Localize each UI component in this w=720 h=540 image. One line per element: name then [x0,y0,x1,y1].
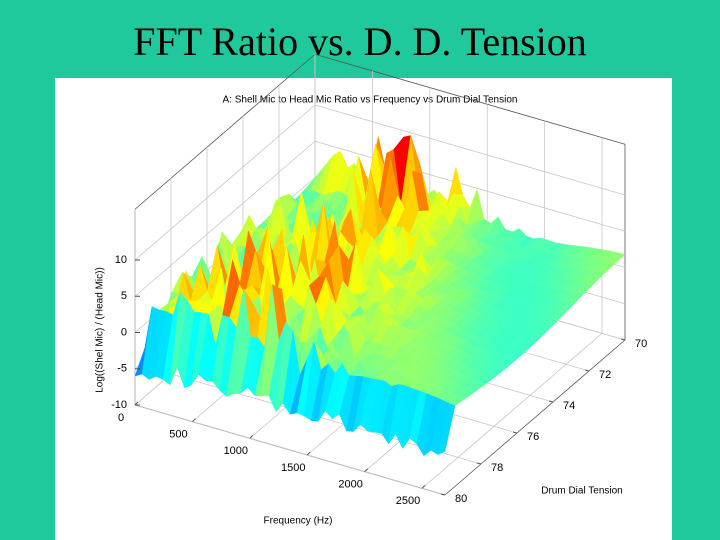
tick-mark [476,462,482,465]
x-tick-label: 2000 [338,479,362,491]
tick-mark [421,484,426,489]
tick-mark [584,369,590,372]
tick-mark [306,451,311,456]
z-tick-label: 10 [115,254,127,266]
tick-mark [512,431,518,434]
x-tick-label: 2500 [396,495,420,507]
tick-mark [134,401,139,406]
tick-mark [548,400,554,403]
y-tick-label: 80 [455,493,467,505]
z-tick-label: -5 [117,363,127,375]
x-axis-label: Frequency (Hz) [264,516,333,527]
axis-line [314,53,626,145]
chart-title: A: Shell Mic to Head Mic Ratio vs Freque… [223,95,518,106]
x-tick-label: 0 [118,412,124,424]
slide-title: FFT Ratio vs. D. D. Tension [133,19,587,64]
x-tick-label: 500 [169,429,187,441]
axis-line [444,339,626,496]
grid-line [421,333,603,489]
y-tick-label: 74 [563,400,575,412]
axis-line [134,53,316,210]
y-axis-label: Drum Dial Tension [541,486,623,497]
z-tick-label: 0 [121,326,127,338]
y-tick-label: 78 [491,462,503,474]
grid-line [134,104,316,261]
grid-line [134,140,316,297]
z-tick-label: -10 [111,399,127,411]
x-tick-label: 1500 [281,462,305,474]
y-tick-label: 70 [635,338,647,350]
grid-line [314,104,626,196]
y-tick-label: 72 [599,369,611,381]
z-axis-label: Log((Shel Mic) / (Head Mic)) [95,267,106,393]
tick-mark [440,493,446,496]
tick-mark [620,338,626,341]
x-tick-label: 1000 [224,445,248,457]
tick-mark [192,418,196,423]
tick-mark [249,434,254,439]
grid-line [314,140,626,232]
y-tick-label: 76 [527,431,539,443]
z-tick-label: 5 [121,290,127,302]
surface-patch [437,402,456,455]
tick-mark [364,468,368,473]
grid-line [134,404,446,496]
